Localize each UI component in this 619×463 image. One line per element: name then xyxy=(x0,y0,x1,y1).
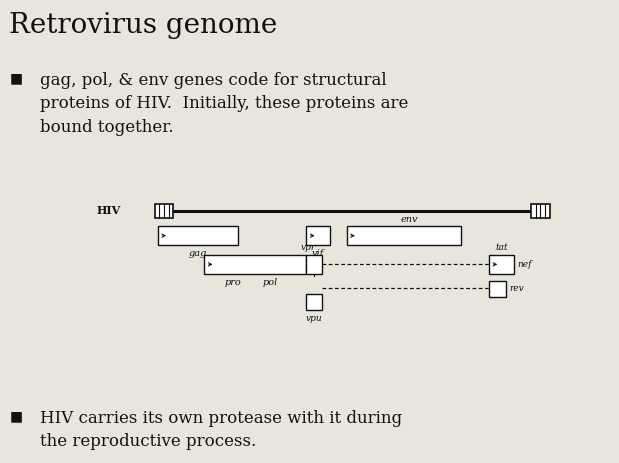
Bar xyxy=(306,294,322,310)
Bar xyxy=(306,255,322,274)
Text: vif: vif xyxy=(312,249,324,258)
Text: HIV carries its own protease with it during
the reproductive process.: HIV carries its own protease with it dur… xyxy=(40,410,402,450)
Bar xyxy=(155,204,173,218)
Bar xyxy=(347,226,461,245)
Bar xyxy=(489,255,514,274)
Text: Retrovirus genome: Retrovirus genome xyxy=(9,12,277,38)
Text: rev: rev xyxy=(509,284,524,294)
Bar xyxy=(204,255,306,274)
Bar xyxy=(158,226,238,245)
Text: gag, pol, & env genes code for structural
proteins of HIV.  Initially, these pro: gag, pol, & env genes code for structura… xyxy=(40,72,409,136)
Text: HIV: HIV xyxy=(97,205,121,216)
Text: tat: tat xyxy=(495,244,508,252)
Bar xyxy=(489,281,506,297)
Text: vpu: vpu xyxy=(306,314,322,323)
Text: ■: ■ xyxy=(9,410,22,424)
Bar xyxy=(531,204,550,218)
Text: nef: nef xyxy=(517,260,531,269)
Text: pol: pol xyxy=(263,278,279,287)
Bar xyxy=(306,226,330,245)
Text: env: env xyxy=(401,215,418,224)
Text: gag: gag xyxy=(189,249,207,258)
Text: pro: pro xyxy=(225,278,241,287)
Text: ■: ■ xyxy=(9,72,22,86)
Text: vpr: vpr xyxy=(301,244,316,252)
